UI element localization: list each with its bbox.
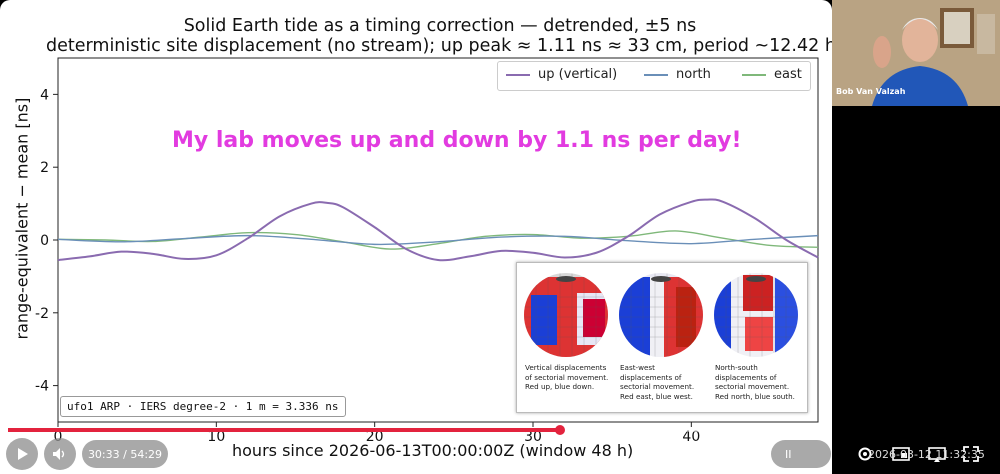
webcam-video: Bob Van Valzah: [832, 0, 1000, 106]
annotation-box: ufo1 ARP · IERS degree-2 · 1 m = 3.336 n…: [60, 396, 346, 417]
inset-panel-north-south: North-south displacements of sectorial m…: [711, 267, 802, 409]
x-tick-label: 30: [524, 429, 542, 445]
presenter-image: [832, 0, 1000, 106]
fullscreen-icon[interactable]: [962, 445, 980, 463]
inset-caption: North-south displacements of sectorial m…: [715, 363, 795, 401]
picture-in-picture-icon[interactable]: [892, 445, 910, 463]
y-tick-label: 4: [40, 87, 49, 103]
volume-button[interactable]: [44, 438, 76, 470]
chart-subtitle: deterministic site displacement (no stre…: [46, 36, 832, 56]
chart-plot: 420-2-40 10 20 30 40: [35, 57, 819, 445]
settings-icon[interactable]: [856, 445, 874, 463]
y-tick-label: 0: [40, 233, 49, 249]
x-tick-label: 10: [207, 429, 225, 445]
inset-caption: East-west displacements of sectorial mov…: [620, 363, 695, 401]
speaker-icon: [53, 448, 65, 460]
series-line-east: [57, 230, 819, 250]
series-line-north: [57, 234, 819, 246]
y-tick-label: 2: [40, 160, 49, 176]
legend-item-east: east: [742, 67, 802, 82]
legend-item-up: up (vertical): [506, 67, 617, 82]
y-axis-label: range-equivalent − mean [ns]: [12, 97, 32, 340]
presenter-name: Bob Van Valzah: [836, 87, 906, 96]
overlay-clock: 2026-03-12 11:32:35: [868, 448, 985, 461]
inset-panel-vertical: Vertical displacements of sectorial move…: [521, 267, 612, 409]
progress-scrubber[interactable]: [555, 425, 566, 435]
legend-label: up (vertical): [538, 67, 618, 82]
progress-bar-fill: [8, 428, 561, 432]
legend-item-north: north: [644, 67, 711, 82]
x-tick-label: 0: [54, 429, 63, 445]
legend-label: east: [774, 67, 802, 82]
cast-icon[interactable]: [928, 445, 946, 463]
chart-title: Solid Earth tide as a timing correction …: [183, 16, 697, 36]
series-line-up: [57, 198, 819, 262]
x-tick-label: 40: [682, 429, 700, 445]
play-button[interactable]: [6, 438, 38, 470]
inset-panel-east-west: East-west displacements of sectorial mov…: [616, 267, 707, 409]
x-axis-label: hours since 2026-06-13T00:00:00Z (window…: [232, 441, 634, 460]
globe-north-south-image: [714, 273, 798, 357]
play-icon: [18, 448, 28, 460]
presentation-slide: Solid Earth tide as a timing correction …: [0, 0, 832, 474]
chart-legend: up (vertical) north east: [497, 61, 811, 91]
legend-label: north: [676, 67, 711, 82]
x-tick-label: 20: [366, 429, 384, 445]
inset-figure: Vertical displacements of sectorial move…: [516, 262, 808, 413]
inset-caption: Vertical displacements of sectorial move…: [525, 363, 609, 391]
y-tick-label: -2: [35, 306, 49, 322]
globe-east-west-image: [619, 273, 703, 357]
time-display: 30:33 / 54:29: [82, 440, 168, 468]
pause-button[interactable]: II: [771, 440, 831, 468]
callout-text: My lab moves up and down by 1.1 ns per d…: [172, 128, 742, 153]
y-tick-label: -4: [35, 379, 49, 395]
globe-vertical-image: [524, 273, 608, 357]
